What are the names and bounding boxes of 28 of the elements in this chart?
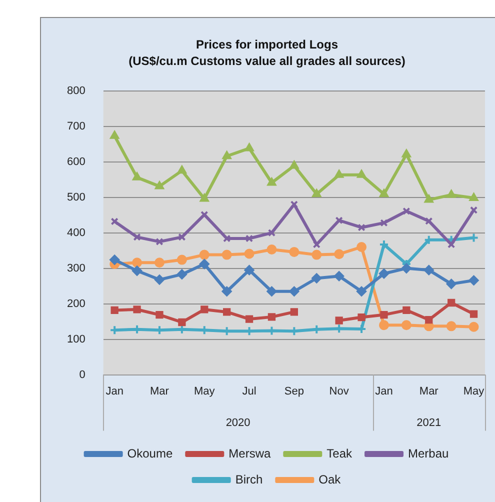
y-tick-label: 800 <box>66 84 86 97</box>
chart-title: Prices for imported Logs <box>196 38 338 52</box>
x-tick-label: Nov <box>329 385 350 398</box>
y-tick-label: 500 <box>66 191 86 204</box>
y-tick-label: 300 <box>66 262 86 274</box>
text: 2021 <box>416 416 442 429</box>
y-tick-label: 100 <box>66 333 86 346</box>
legend-label: Merbau <box>408 446 449 460</box>
y-tick-label: 700 <box>66 120 86 132</box>
legend-label: Teak <box>326 446 354 460</box>
x-tick-label: Sep <box>284 385 304 398</box>
x-tick-label: Mar <box>150 385 170 398</box>
x-tick-label: Jan <box>106 385 124 398</box>
x-tick-label: Mar <box>419 385 439 398</box>
legend-label: Birch <box>235 472 263 486</box>
x-tick-label: May <box>463 385 485 398</box>
y-tick-label: 0 <box>79 368 86 381</box>
x-tick-label: Jan <box>375 385 393 398</box>
y-tick-label: 200 <box>66 298 86 310</box>
y-tick-label: 400 <box>66 226 86 239</box>
legend-label: Merswa <box>228 446 271 460</box>
text: 2020 <box>226 416 250 429</box>
x-tick-label: May <box>194 385 216 398</box>
legend-label: Okoume <box>127 446 173 460</box>
chart-subtitle: (US$/cu.m Customs value all grades all sources) <box>128 54 406 68</box>
legend-label: Oak <box>318 472 342 486</box>
x-tick-label: Jul <box>242 385 256 398</box>
y-tick-label: 600 <box>66 156 86 168</box>
